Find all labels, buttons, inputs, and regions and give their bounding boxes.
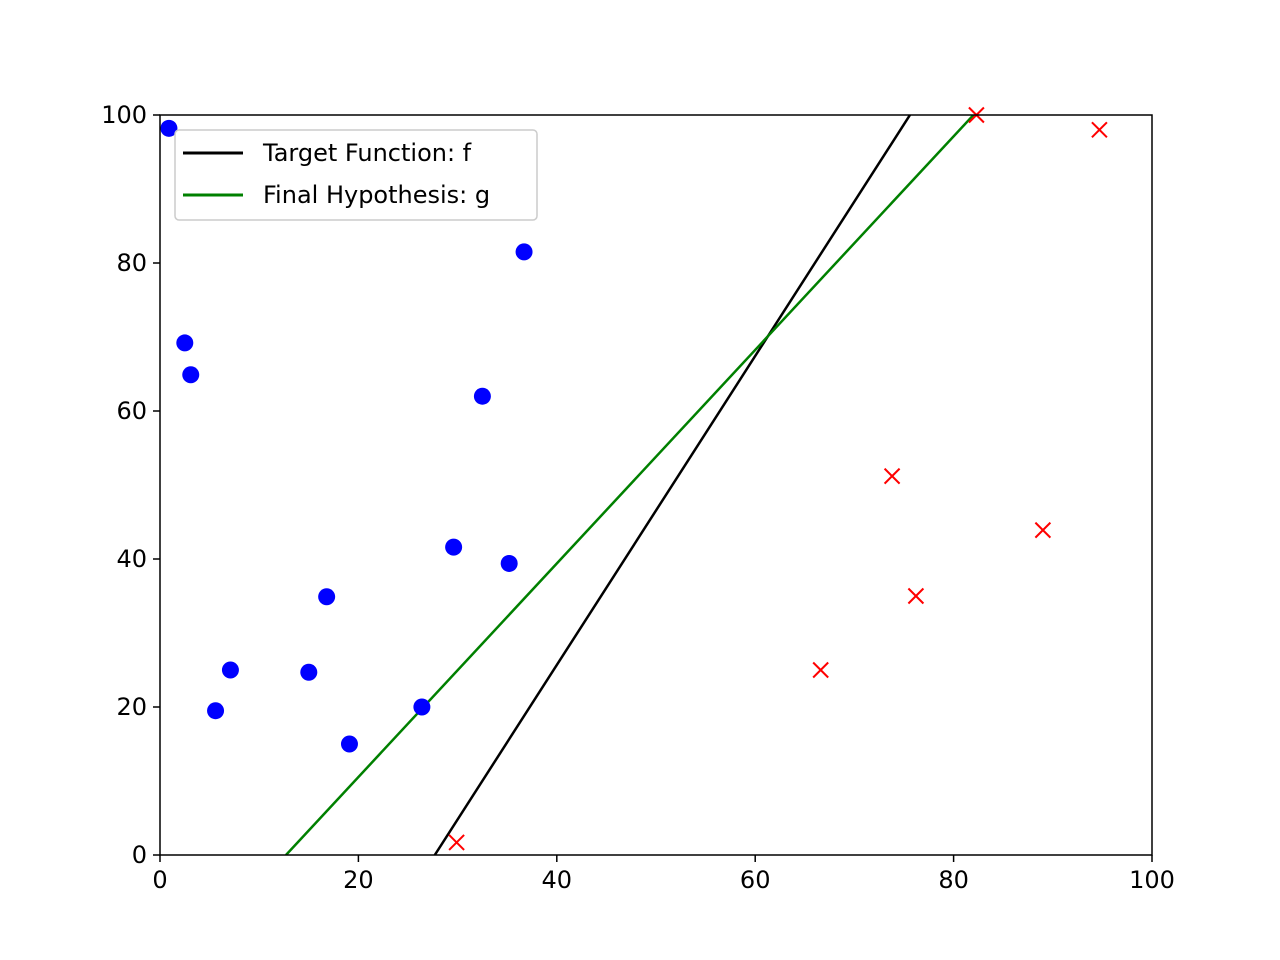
data-point-x bbox=[907, 587, 925, 605]
y-tick-label: 80 bbox=[116, 249, 147, 277]
axes-layer: 0 20 40 60 80 100 0 20 40 60 80 100 bbox=[101, 101, 1175, 894]
data-point-circle bbox=[500, 554, 518, 572]
y-tick-label: 60 bbox=[116, 397, 147, 425]
data-point-x bbox=[1034, 521, 1052, 539]
series-line-0 bbox=[433, 115, 912, 855]
plot-frame bbox=[159, 114, 1153, 856]
y-tick-label: 100 bbox=[101, 101, 147, 129]
data-point-circle bbox=[473, 387, 491, 405]
data-point-circle bbox=[340, 735, 358, 753]
data-point-circle bbox=[160, 119, 178, 137]
data-point-x bbox=[1091, 121, 1108, 139]
data-point-circle bbox=[413, 698, 431, 716]
data-point-circle bbox=[221, 661, 239, 679]
data-point-x bbox=[448, 834, 465, 851]
y-tick-label: 0 bbox=[132, 841, 147, 869]
y-tick-label: 40 bbox=[116, 545, 147, 573]
data-point-circle bbox=[182, 366, 200, 384]
legend-label: Final Hypothesis: g bbox=[263, 181, 490, 209]
x-tick-label: 20 bbox=[343, 866, 374, 894]
x-tick-label: 40 bbox=[542, 866, 573, 894]
legend: Target Function: f Final Hypothesis: g bbox=[174, 129, 538, 221]
data-point-circle bbox=[318, 588, 336, 606]
data-point-x bbox=[883, 467, 901, 485]
legend-label: Target Function: f bbox=[262, 139, 472, 167]
x-tick-label: 100 bbox=[1129, 866, 1175, 894]
data-point-x bbox=[812, 661, 829, 679]
y-tick-label: 20 bbox=[116, 693, 147, 721]
series-line-1 bbox=[285, 115, 975, 855]
x-tick-label: 60 bbox=[740, 866, 771, 894]
data-point-circle bbox=[445, 538, 463, 556]
data-point-circle bbox=[176, 334, 194, 352]
data-point-circle bbox=[300, 663, 318, 681]
x-tick-label: 80 bbox=[938, 866, 969, 894]
legend-box bbox=[174, 129, 538, 221]
marker-layer bbox=[160, 106, 1108, 851]
line-layer bbox=[285, 115, 975, 855]
data-point-circle bbox=[515, 243, 533, 261]
x-tick-label: 0 bbox=[152, 866, 167, 894]
data-point-circle bbox=[207, 702, 225, 720]
